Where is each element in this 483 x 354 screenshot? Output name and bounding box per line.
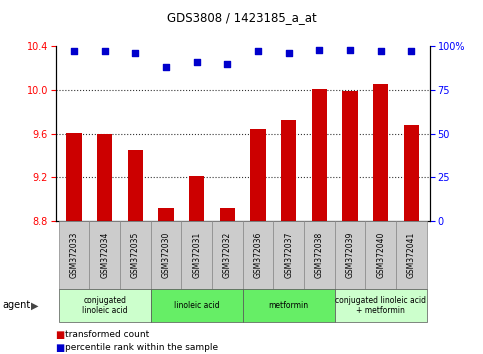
Bar — [158, 208, 174, 221]
Text: GSM372036: GSM372036 — [254, 232, 263, 278]
Bar — [335, 221, 366, 289]
Text: ■: ■ — [56, 330, 65, 339]
Text: transformed count: transformed count — [65, 330, 149, 339]
Text: GSM372035: GSM372035 — [131, 232, 140, 278]
Bar — [281, 120, 297, 221]
Bar — [312, 89, 327, 221]
Point — [315, 47, 323, 52]
Text: GDS3808 / 1423185_a_at: GDS3808 / 1423185_a_at — [167, 11, 316, 24]
Bar — [366, 221, 396, 289]
Point — [101, 48, 109, 54]
Text: metformin: metformin — [269, 301, 309, 310]
Bar — [151, 289, 243, 322]
Point — [377, 48, 384, 54]
Text: agent: agent — [2, 300, 30, 310]
Bar — [151, 221, 181, 289]
Point — [193, 59, 200, 65]
Bar — [128, 150, 143, 221]
Text: GSM372032: GSM372032 — [223, 232, 232, 278]
Text: GSM372041: GSM372041 — [407, 232, 416, 278]
Point — [408, 48, 415, 54]
Text: GSM372030: GSM372030 — [161, 232, 170, 278]
Bar — [273, 221, 304, 289]
Text: ▶: ▶ — [31, 300, 39, 310]
Text: GSM372031: GSM372031 — [192, 232, 201, 278]
Text: GSM372038: GSM372038 — [315, 232, 324, 278]
Bar — [250, 129, 266, 221]
Point — [254, 48, 262, 54]
Bar — [58, 221, 89, 289]
Bar — [373, 84, 388, 221]
Bar — [181, 221, 212, 289]
Text: GSM372033: GSM372033 — [70, 232, 78, 278]
Bar — [189, 176, 204, 221]
Text: linoleic acid: linoleic acid — [174, 301, 219, 310]
Text: percentile rank within the sample: percentile rank within the sample — [65, 343, 218, 352]
Bar — [304, 221, 335, 289]
Text: GSM372034: GSM372034 — [100, 232, 109, 278]
Bar — [404, 125, 419, 221]
Text: GSM372040: GSM372040 — [376, 232, 385, 278]
Bar — [120, 221, 151, 289]
Bar — [58, 289, 151, 322]
Bar — [89, 221, 120, 289]
Bar — [212, 221, 243, 289]
Point — [224, 61, 231, 67]
Text: ■: ■ — [56, 343, 65, 353]
Point — [346, 47, 354, 52]
Bar — [243, 289, 335, 322]
Text: conjugated linoleic acid
+ metformin: conjugated linoleic acid + metformin — [335, 296, 426, 315]
Bar — [396, 221, 427, 289]
Point — [285, 50, 293, 56]
Bar — [66, 132, 82, 221]
Bar — [97, 134, 113, 221]
Text: GSM372037: GSM372037 — [284, 232, 293, 278]
Point — [131, 50, 139, 56]
Point — [162, 64, 170, 70]
Text: GSM372039: GSM372039 — [346, 232, 355, 278]
Bar — [335, 289, 427, 322]
Bar — [342, 91, 358, 221]
Bar — [243, 221, 273, 289]
Point — [70, 48, 78, 54]
Text: conjugated
linoleic acid: conjugated linoleic acid — [82, 296, 128, 315]
Bar — [220, 208, 235, 221]
